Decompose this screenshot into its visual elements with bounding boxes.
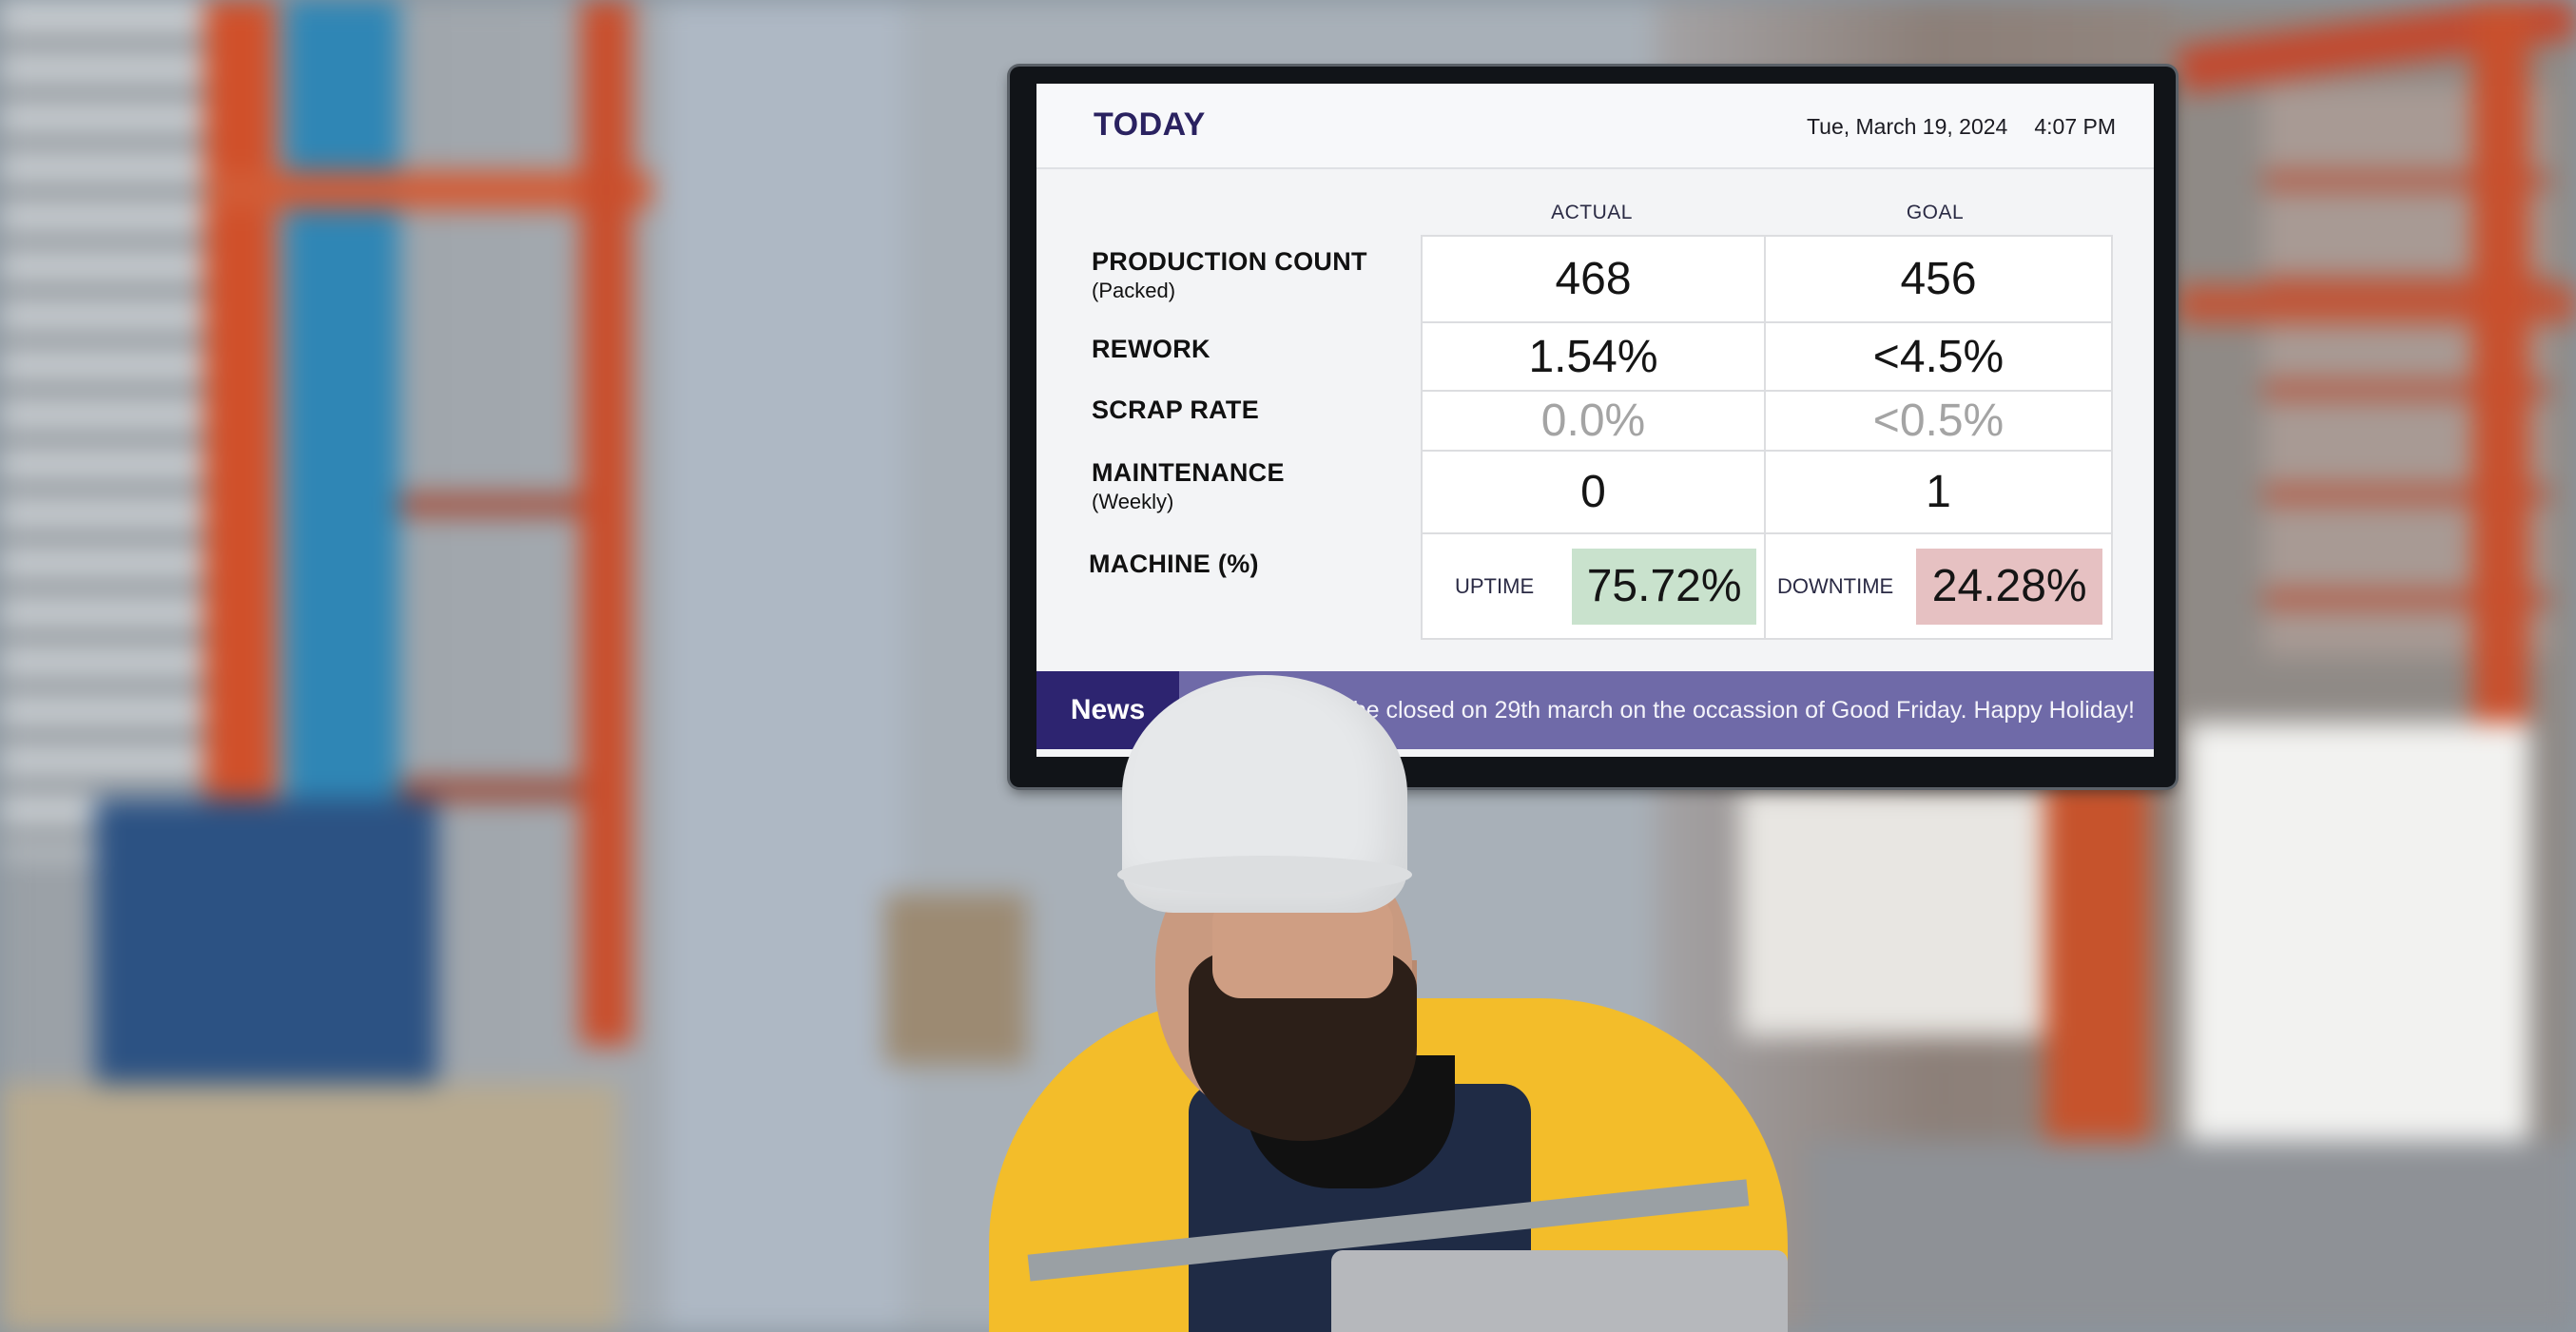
cell-rework-goal: <4.5% [1766,323,2111,392]
downtime-label: DOWNTIME [1777,573,1894,598]
cell-production-goal: 456 [1766,237,2111,323]
metrics-table: 468 456 1.54% <4.5% 0.0% <0.5% 0 1 UPTIM… [1421,235,2113,640]
cell-scrap-actual: 0.0% [1423,392,1766,452]
date-time: Tue, March 19, 2024 4:07 PM [1807,114,2116,140]
column-header-actual: ACTUAL [1551,202,1633,223]
dashboard-title: TODAY [1094,106,1206,143]
production-dashboard-screen: TODAY Tue, March 19, 2024 4:07 PM ACTUAL… [1036,84,2154,757]
news-tag: News [1036,671,1179,749]
metric-name: MAINTENANCE [1092,458,1285,487]
cell-machine-uptime: UPTIME 75.72% [1423,534,1766,638]
row-label-machine: MACHINE (%) [1089,550,1259,579]
news-ticker-text: be closed on 29th march on the occassion… [1352,696,2135,724]
uptime-label: UPTIME [1455,573,1535,598]
metric-qualifier: (Packed) [1092,279,1176,302]
row-label-scrap-rate: SCRAP RATE [1092,396,1259,425]
dashboard-header: TODAY Tue, March 19, 2024 4:07 PM [1036,84,2154,169]
cell-maintenance-actual: 0 [1423,452,1766,534]
row-label-rework: REWORK [1092,335,1211,364]
news-ticker-bar: News be closed on 29th march on the occa… [1036,671,2154,749]
metric-name: PRODUCTION COUNT [1092,247,1367,276]
cell-maintenance-goal: 1 [1766,452,2111,534]
metric-qualifier: (Weekly) [1092,490,1174,513]
metric-name: MACHINE (%) [1089,550,1259,578]
current-time: 4:07 PM [2034,114,2116,139]
cell-machine-downtime: DOWNTIME 24.28% [1766,534,2111,638]
cell-scrap-goal: <0.5% [1766,392,2111,452]
metric-name: REWORK [1092,335,1211,363]
cell-production-actual: 468 [1423,237,1766,323]
uptime-value-badge: 75.72% [1572,548,1757,625]
metric-name: SCRAP RATE [1092,396,1260,424]
cell-rework-actual: 1.54% [1423,323,1766,392]
row-label-production-count: PRODUCTION COUNT (Packed) [1092,247,1367,303]
column-header-goal: GOAL [1906,202,1965,223]
downtime-value-badge: 24.28% [1916,548,2103,625]
row-label-maintenance: MAINTENANCE (Weekly) [1092,458,1285,514]
current-date: Tue, March 19, 2024 [1806,114,2008,139]
